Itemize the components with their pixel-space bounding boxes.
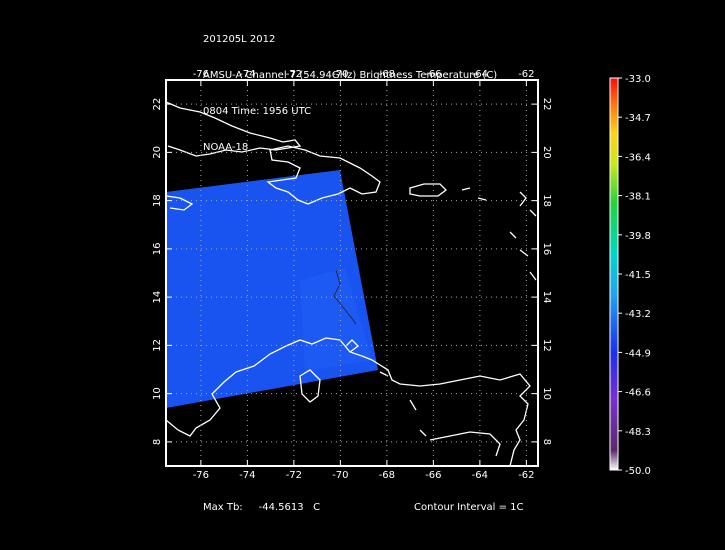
- lat-label-left: 12: [152, 339, 163, 352]
- lat-label-left: 16: [152, 243, 163, 256]
- colorbar-label: -48.3: [625, 427, 651, 438]
- lon-label-bottom: -62: [518, 470, 534, 481]
- lon-label-bottom: -76: [193, 470, 209, 481]
- lat-label-left: 8: [152, 439, 163, 445]
- lat-label-left: 20: [152, 146, 163, 159]
- lon-label-top: -72: [286, 69, 302, 80]
- map-frame: [165, 79, 539, 467]
- lon-label-bottom: -66: [425, 470, 441, 481]
- swath-shading: [300, 268, 372, 372]
- colorbar-label: -33.0: [625, 74, 651, 85]
- coast-caribbean-islands: [345, 339, 427, 437]
- title-line-channel: AMSU-A Channel 7 (54.94GHz) Brightness T…: [203, 70, 498, 81]
- colorbar: [609, 77, 619, 471]
- max-tb-label: Max Tb:: [203, 502, 243, 513]
- lon-label-top: -76: [193, 69, 209, 80]
- lat-label-right: 18: [541, 194, 552, 207]
- grid-lines: [166, 80, 538, 466]
- lat-label-right: 14: [541, 291, 552, 304]
- coast-hispaniola: [266, 145, 381, 205]
- coast-puerto-rico: [409, 183, 447, 197]
- lat-label-right: 12: [541, 339, 552, 352]
- lat-label-left: 18: [152, 194, 163, 207]
- coast-south-america: [166, 337, 531, 466]
- colorbar-label: -38.1: [625, 192, 651, 203]
- lon-label-top: -62: [518, 69, 534, 80]
- lon-label-bottom: -72: [286, 470, 302, 481]
- lat-label-left: 14: [152, 291, 163, 304]
- lat-label-left: 10: [152, 387, 163, 400]
- plot-title: 201205L 2012 AMSU-A Channel 7 (54.94GHz)…: [203, 10, 497, 166]
- title-line-time: 0804 Time: 1956 UTC: [203, 106, 312, 117]
- colorbar-label: -44.9: [625, 348, 651, 359]
- title-line-satellite: NOAA-18: [203, 142, 249, 153]
- colorbar-labels: -33.0 -34.7 -36.4 -38.1 -39.8 -41.5 -43.2 -44.9…: [618, 74, 651, 477]
- coast-inland: [429, 431, 501, 457]
- lat-label-right: 22: [541, 98, 552, 111]
- lon-label-top: -70: [332, 69, 348, 80]
- lon-label-bottom: -64: [472, 470, 488, 481]
- max-tb: Max Tb: -44.5613 C: [203, 502, 320, 513]
- lat-label-left: 22: [152, 98, 163, 111]
- coast-islands: [461, 187, 538, 281]
- title-line-storm: 201205L 2012: [203, 34, 276, 45]
- lon-label-bottom: -68: [379, 470, 395, 481]
- colorbar-label: -39.8: [625, 231, 651, 242]
- lat-label-right: 8: [541, 439, 552, 445]
- colorbar-label: -43.2: [625, 309, 651, 320]
- lat-label-right: 20: [541, 146, 552, 159]
- lon-label-top: -68: [379, 69, 395, 80]
- coastlines: [166, 101, 538, 466]
- lon-label-bottom: -70: [332, 470, 348, 481]
- boundary-line: [333, 269, 357, 325]
- lat-label-right: 10: [541, 387, 552, 400]
- max-tb-value: -44.5613: [258, 502, 304, 513]
- colorbar-label: -50.0: [625, 466, 651, 477]
- lon-label-bottom: -74: [239, 470, 255, 481]
- colorbar-label: -46.6: [625, 388, 651, 399]
- lat-label-right: 16: [541, 243, 552, 256]
- tick-labels: -76 -76 -74 -74 -72 -72 -70 -70 -68 -68 -66 -66 -64 -…: [152, 69, 552, 481]
- colorbar-label: -41.5: [625, 270, 651, 281]
- colorbar-label: -34.7: [625, 113, 651, 124]
- lon-label-top: -64: [472, 69, 488, 80]
- coast-jamaica: [166, 195, 194, 211]
- max-tb-unit: C: [313, 502, 321, 513]
- tick-marks: [166, 80, 538, 466]
- coast-cuba: [166, 101, 302, 157]
- lon-label-top: -74: [239, 69, 255, 80]
- contour-interval: Contour Interval = 1C: [414, 502, 524, 513]
- lon-label-top: -66: [425, 69, 441, 80]
- colorbar-label: -36.4: [625, 152, 651, 163]
